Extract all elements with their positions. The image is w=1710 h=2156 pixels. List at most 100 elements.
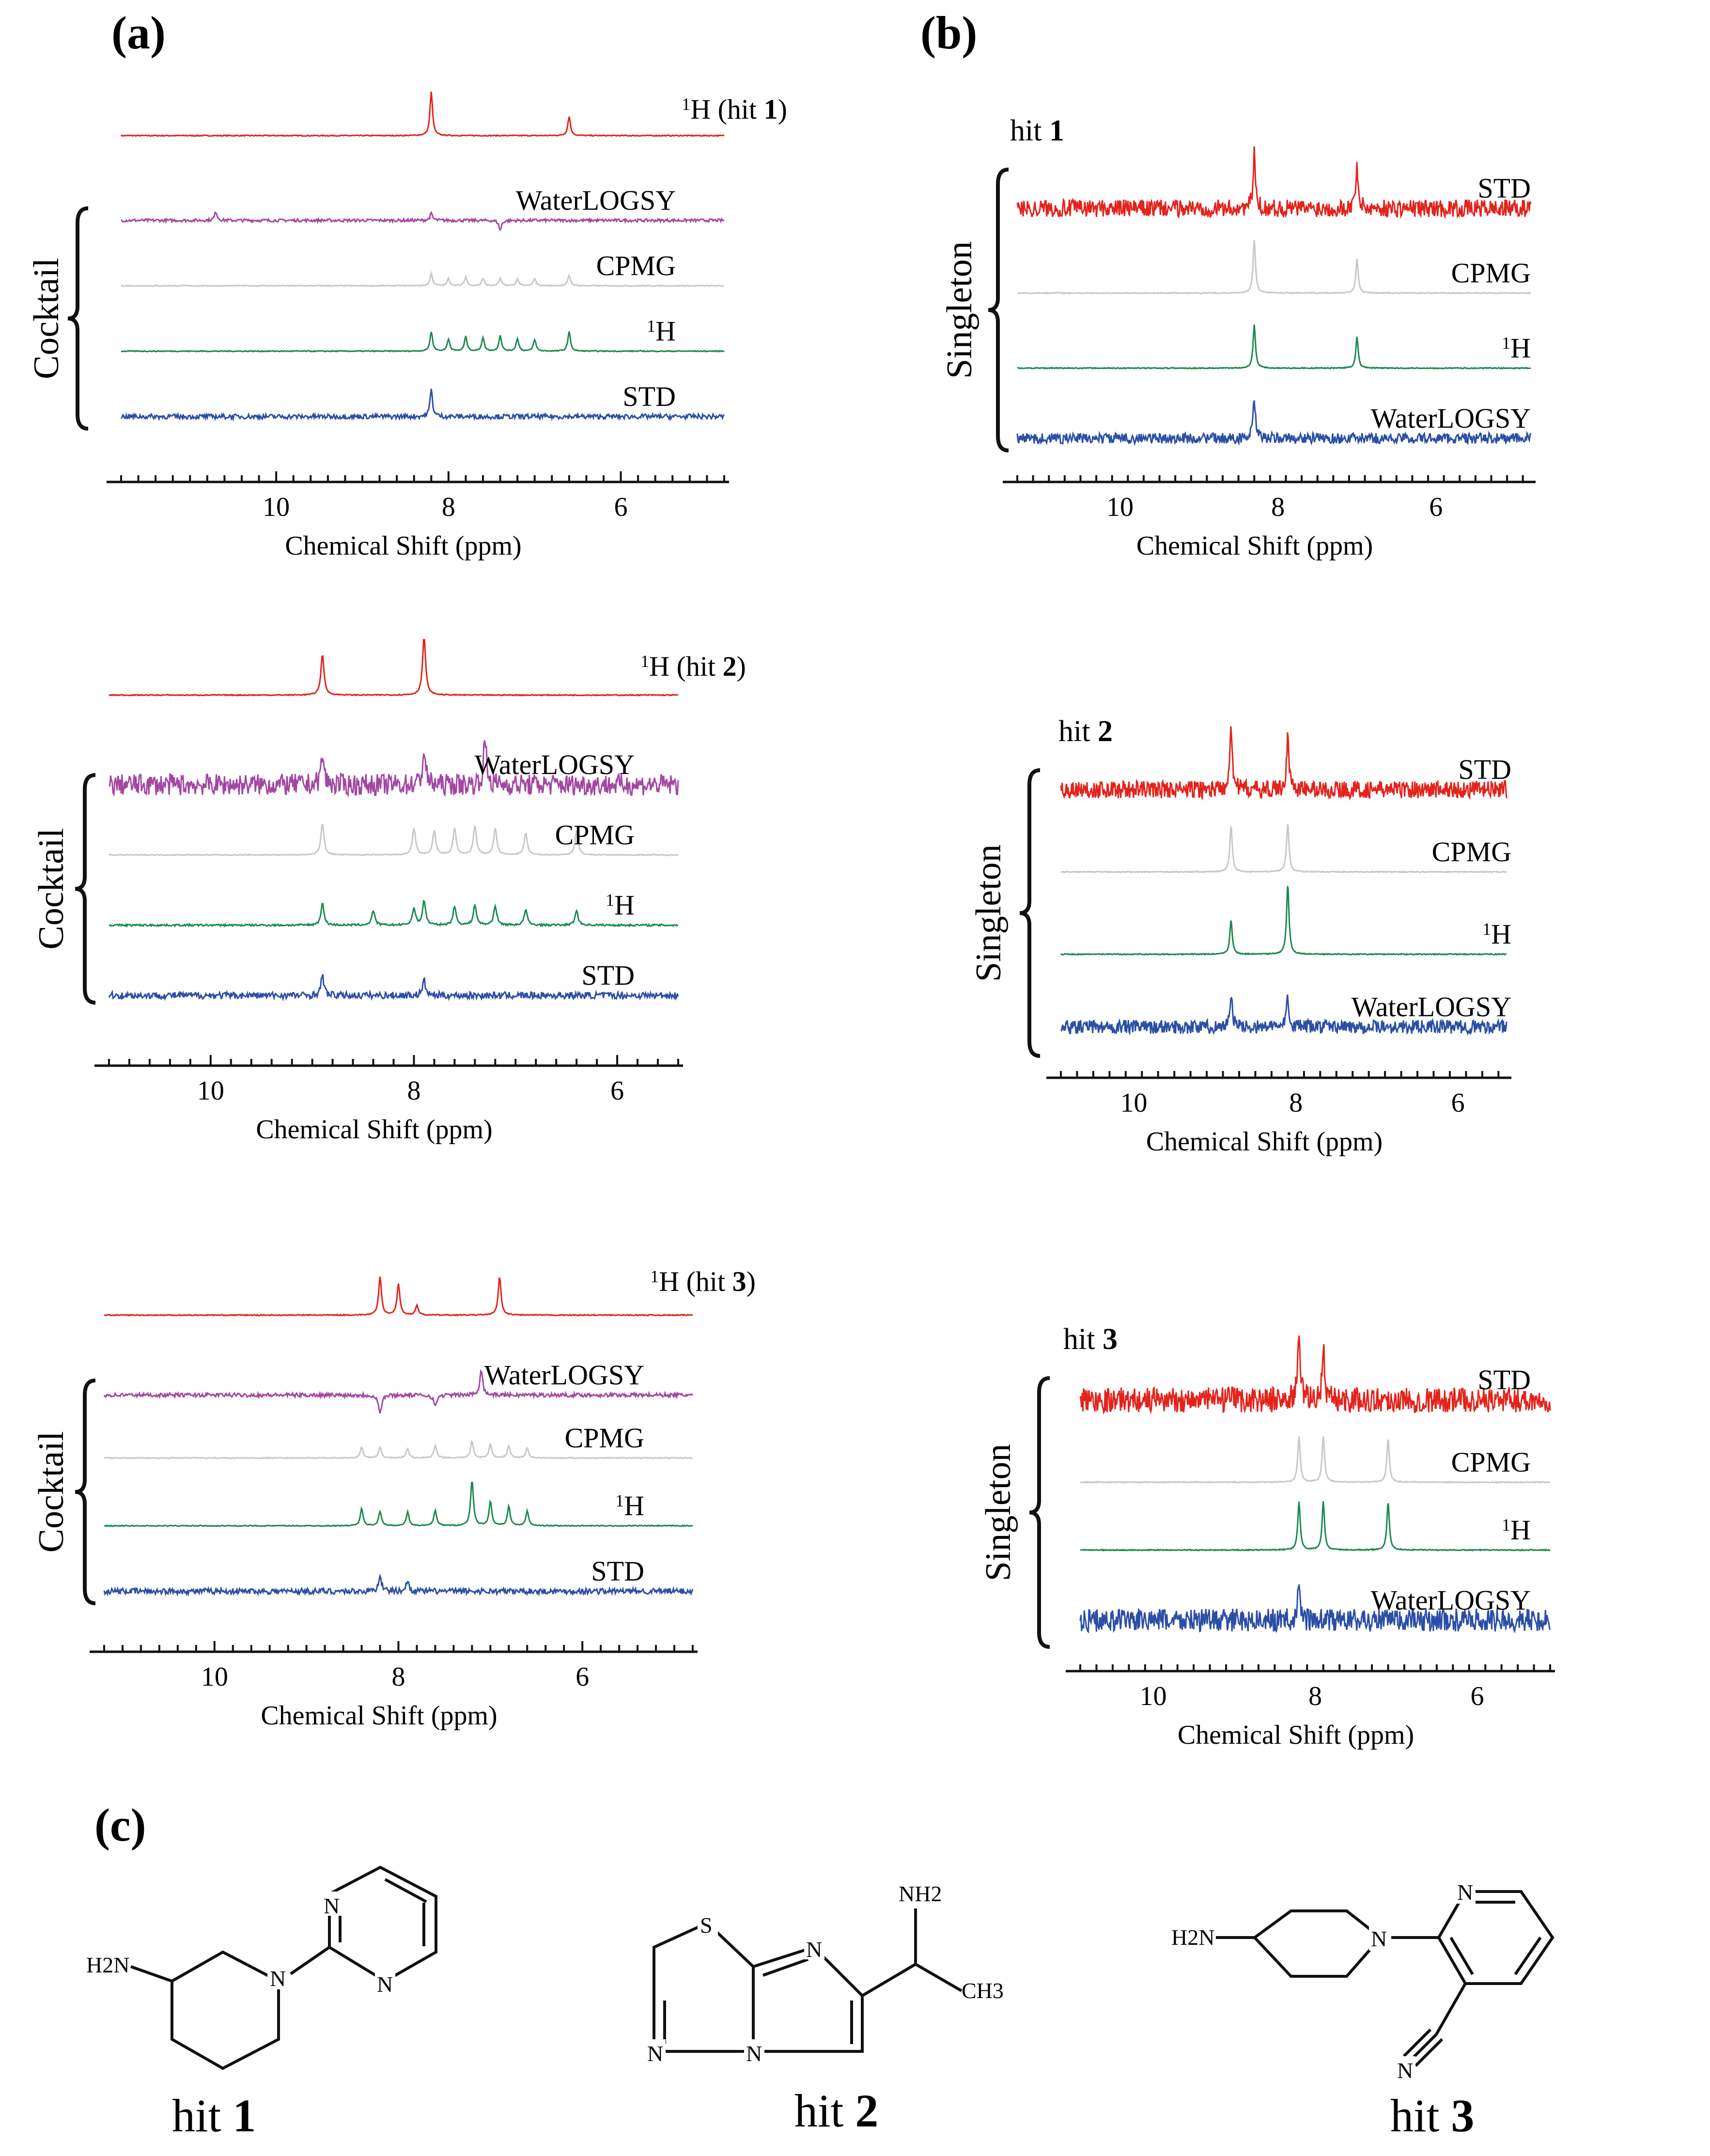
triple-bond: [1402, 2028, 1432, 2058]
structure-hit-3: [1216, 1890, 1555, 2067]
trace-label: 1H: [647, 315, 676, 347]
tick-label: 6: [614, 492, 628, 522]
x-axis-label: Chemical Shift (ppm): [1146, 1127, 1383, 1157]
double-bond: [1449, 1937, 1474, 1975]
hit-number: 1: [1049, 114, 1064, 147]
panel-label-b: (b): [920, 7, 977, 59]
brace-label: Singleton: [979, 1444, 1018, 1582]
structure-caption: hit 3: [1390, 2090, 1474, 2141]
trace-cpmg: [1060, 824, 1507, 874]
trace-std: [108, 974, 679, 1002]
trace-1h: [1017, 324, 1531, 370]
trace-label: 1H: [1482, 918, 1511, 950]
trace-label: WaterLOGSY: [484, 1359, 644, 1391]
hit-number: 2: [1098, 715, 1113, 748]
hit-label: hit 1: [1010, 114, 1064, 147]
tick-label: 10: [1140, 1681, 1167, 1711]
hit-label-text: hit: [1058, 715, 1098, 748]
brace-label: Cocktail: [27, 258, 66, 379]
trace-cpmg: [104, 1441, 693, 1460]
pyrimidine-double-bond: [384, 1878, 427, 1903]
structure-hit-1-labels: N N N H2N hit 1: [86, 1892, 395, 2141]
trace-std: [103, 1573, 694, 1597]
trace-cpmg: [108, 823, 679, 857]
superscript: 1: [606, 890, 614, 910]
spectrum-title: 1H (hit 2): [640, 651, 746, 682]
trace-label-text: H: [1510, 332, 1531, 364]
tick-label: 10: [1120, 1088, 1148, 1118]
trace-label: WaterLOGSY: [1371, 1584, 1531, 1616]
superscript: 1: [1482, 919, 1491, 939]
trace-label: 1H: [1502, 332, 1531, 364]
group-brace: [1019, 768, 1041, 1058]
spectrum-title: 1H (hit 1): [682, 93, 787, 125]
superscript: 1: [647, 316, 655, 336]
trace-label-text: H: [655, 315, 676, 347]
superscript: 1: [650, 1267, 659, 1286]
tick-label: 6: [1451, 1088, 1465, 1118]
trace-label: STD: [1477, 172, 1531, 204]
tick-label: 8: [392, 1662, 405, 1692]
title-text: ): [746, 1266, 756, 1297]
tick-label: 10: [1106, 492, 1134, 522]
trace-waterlogsy: [1079, 1584, 1551, 1634]
title-text: H (hit: [690, 93, 763, 125]
trace-label-text: H: [614, 889, 635, 921]
imidazole-ring: [752, 1945, 864, 2053]
piperidine-ring: [171, 1950, 280, 2070]
hit-label: hit 2: [1058, 715, 1113, 748]
trace-1h-hit-1-: [120, 92, 725, 138]
bond: [290, 1946, 330, 1975]
trace-label: CPMG: [1451, 257, 1531, 289]
title-text: H (hit: [649, 651, 722, 682]
title-text: ): [778, 93, 787, 125]
triple-bond: [1414, 2038, 1444, 2067]
tick-label: 8: [442, 492, 455, 522]
structure-caption: hit 1: [172, 2090, 256, 2141]
pyrimidine-ring: [328, 1865, 437, 1983]
trace-1h-hit-2-: [109, 639, 679, 697]
structure-hit-3-labels: N N N H2N hit 3: [1171, 1879, 1476, 2141]
spectrum-plot-b-hit-2: STD CPMG 1H WaterLOGSY hit 2 Singleton 10 8 6 Che…: [969, 715, 1511, 1157]
brace-label: Singleton: [940, 241, 979, 379]
trace-label: STD: [622, 381, 676, 412]
superscript: 1: [1502, 1515, 1510, 1535]
tick-label: 8: [1271, 492, 1285, 522]
trace-std: [1060, 726, 1508, 801]
tick-label: 6: [610, 1076, 624, 1106]
group-brace: [1029, 1376, 1050, 1649]
title-hit-number: 3: [732, 1266, 746, 1297]
panel-label-c: (c): [94, 1799, 146, 1851]
atom-n: N: [270, 1966, 286, 1991]
trace-cpmg: [1017, 239, 1531, 295]
trace-label: CPMG: [555, 819, 635, 851]
tick-label: 10: [201, 1662, 228, 1692]
brace-label: Cocktail: [31, 1431, 71, 1553]
trace-1h: [1060, 886, 1507, 956]
superscript: 1: [1502, 333, 1510, 353]
structure-caption: hit 2: [794, 2085, 878, 2137]
trace-label: STD: [1477, 1364, 1531, 1396]
tick-label: 6: [575, 1662, 589, 1692]
trace-waterlogsy: [1060, 994, 1508, 1036]
atom-amine: H2N: [86, 1953, 129, 1977]
atom-amine: H2N: [1171, 1925, 1214, 1950]
hit-label-text: hit: [1063, 1323, 1103, 1356]
trace-label: WaterLOGSY: [1371, 403, 1531, 434]
double-bond: [1514, 1937, 1542, 1975]
superscript: 1: [682, 94, 690, 114]
trace-cpmg: [1080, 1436, 1550, 1484]
x-axis-label: Chemical Shift (ppm): [285, 531, 521, 561]
brace-label: Cocktail: [31, 828, 71, 950]
trace-label-text: H: [1491, 918, 1511, 950]
trace-label: CPMG: [565, 1422, 644, 1454]
brace-label: Singleton: [969, 844, 1009, 982]
trace-std: [1016, 146, 1532, 219]
atom-n: N: [746, 2041, 762, 2066]
tick-label: 8: [1289, 1088, 1303, 1118]
trace-1h: [104, 1482, 693, 1527]
